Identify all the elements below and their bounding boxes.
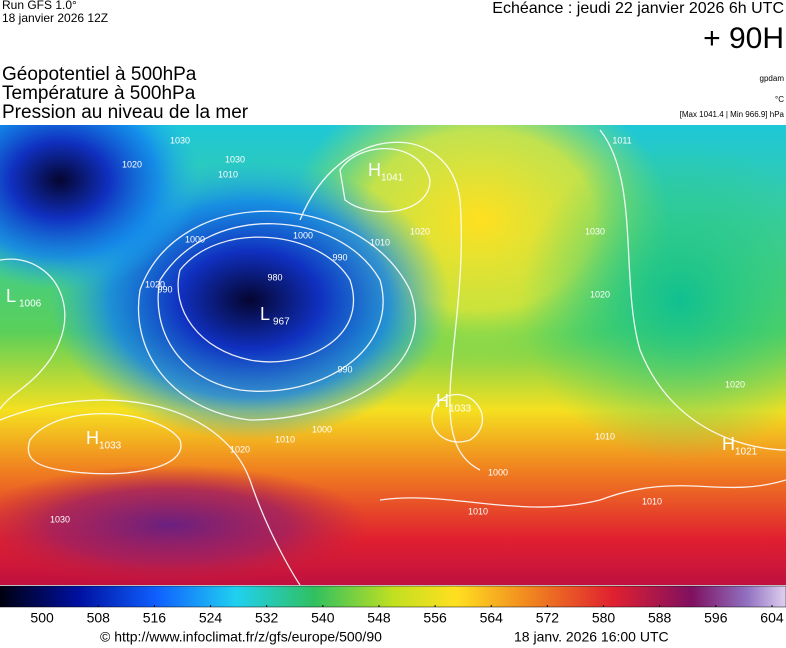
isobar-label: 1010 [595,431,615,441]
isobar-label: 1020 [122,159,142,169]
footer-url: © http://www.infoclimat.fr/z/gfs/europe/… [100,629,382,645]
colorbar-label: 524 [199,610,223,626]
center-value: 1021 [735,447,758,458]
isobar-label: 1030 [585,226,605,236]
isobar-label: 1020 [230,444,250,454]
run-date: 18 janvier 2026 12Z [2,11,108,25]
unit: °C [775,95,784,104]
isobar-label: 1010 [218,169,238,179]
colorbar-label: 548 [367,610,391,626]
isobar-label: 1030 [170,135,190,145]
center-letter: L [6,286,16,306]
isobar-label: 1020 [410,226,430,236]
colorbar [0,585,786,608]
isobar-label: 1020 [590,289,610,299]
colorbar-label: 540 [311,610,335,626]
center-value: 1041 [381,173,404,184]
colorbar-label: 500 [30,610,54,626]
colorbar-label: 572 [536,610,560,626]
isobar-label: 1000 [488,467,508,477]
title-line: Géopotentiel à 500hPa [2,64,197,85]
unit: gpdam [760,74,785,83]
title-line: Pression au niveau de la mer [2,102,249,123]
colorbar-label: 580 [592,610,616,626]
colorbar-label: 596 [704,610,728,626]
isobar-label: 1030 [50,514,70,524]
center-letter: H [436,391,449,411]
isobar-label: 1000 [293,230,313,240]
isobar-label: 980 [267,272,282,282]
isobar-label: 1000 [185,234,205,244]
unit: [Max 1041.4 | Min 966.9] hPa [680,110,785,119]
colorbar-label: 556 [423,610,447,626]
colorbar-label: 604 [760,610,784,626]
isobar-label: 990 [337,364,352,374]
isobar-label: 990 [157,284,172,294]
isobar-label: 1010 [370,237,390,247]
colorbar-label: 508 [87,610,111,626]
center-value: 967 [273,317,290,328]
center-letter: H [368,160,381,180]
colorbar-label: 564 [480,610,504,626]
isobar-label: 1020 [725,379,745,389]
title-line: Température à 500hPa [2,83,196,104]
center-value: 1033 [99,441,122,452]
isobar-label: 1011 [612,135,631,145]
footer-date: 18 janv. 2026 16:00 UTC [514,629,669,645]
center-value: 1033 [449,404,472,415]
colorbar-label: 532 [255,610,279,626]
colorbar-label: 588 [648,610,672,626]
colorbar-label: 516 [143,610,167,626]
center-value: 1006 [19,299,42,310]
isobar-label: 1020 [145,279,165,289]
forecast-time: Echéance : jeudi 22 janvier 2026 6h UTC [492,0,784,17]
isobar-label: 1010 [642,496,662,506]
isobar-label: 1030 [225,154,245,164]
run-label: Run GFS 1.0° [2,0,77,12]
isobar-label: 1010 [275,434,295,444]
center-letter: H [86,428,99,448]
isobar-label: 990 [332,252,347,262]
isobar-label: 1000 [312,424,332,434]
center-letter: L [260,304,270,324]
isobar-label: 1010 [468,506,488,516]
lead-time: + 90H [703,22,784,55]
center-letter: H [722,434,735,454]
map [0,125,786,585]
